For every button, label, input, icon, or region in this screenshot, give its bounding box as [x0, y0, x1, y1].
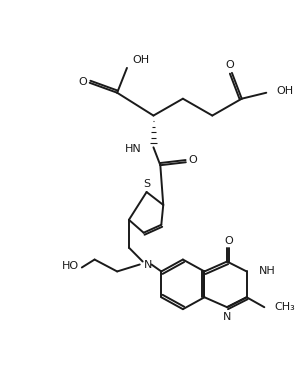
Text: O: O [225, 60, 234, 70]
Text: O: O [79, 77, 87, 87]
Text: HN: HN [125, 144, 142, 154]
Text: OH: OH [276, 86, 293, 96]
Text: OH: OH [133, 55, 150, 65]
Text: HO: HO [61, 261, 79, 271]
Text: O: O [225, 236, 233, 246]
Text: N: N [143, 259, 152, 269]
Text: N: N [223, 312, 231, 322]
Text: S: S [143, 179, 150, 189]
Text: CH₃: CH₃ [274, 302, 295, 312]
Text: NH: NH [259, 266, 275, 277]
Text: O: O [188, 155, 197, 165]
